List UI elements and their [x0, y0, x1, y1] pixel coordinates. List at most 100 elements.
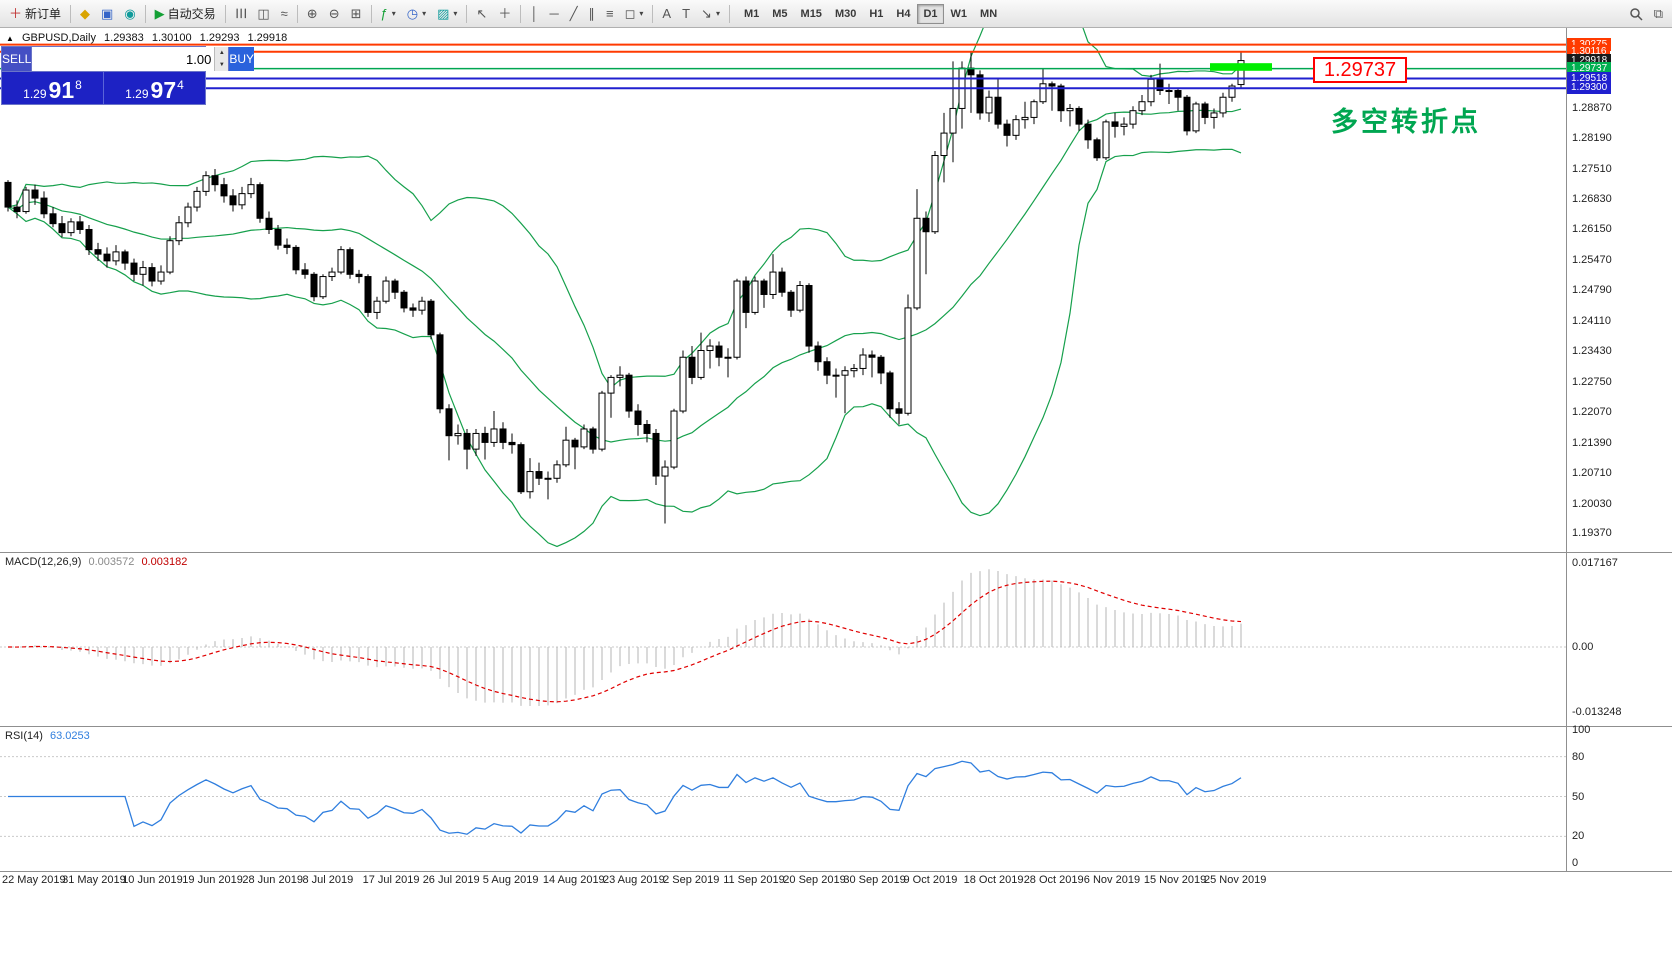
timeframe-m30-button[interactable]: M30 — [829, 4, 862, 24]
candlestick-chart-button[interactable]: ◫ — [252, 3, 274, 25]
bid-sup: 8 — [75, 78, 82, 92]
cursor-icon: ↖ — [476, 6, 488, 21]
trendline-button[interactable]: ╱ — [565, 3, 583, 25]
chevron-down-icon: ▾ — [422, 9, 427, 18]
windows-button[interactable]: ⧉ — [1649, 3, 1668, 25]
vertical-line-icon: │ — [530, 6, 539, 21]
toolbar-separator — [370, 4, 372, 23]
timeframe-h1-button[interactable]: H1 — [863, 4, 889, 24]
indicators-button[interactable]: ƒ ▾ — [376, 3, 401, 25]
shapes-button[interactable]: ◻ ▾ — [620, 3, 649, 25]
close-value: 1.29918 — [247, 32, 288, 44]
rsi-value: 63.0253 — [49, 730, 90, 742]
macd-panel[interactable] — [0, 552, 1566, 726]
zoom-out-button[interactable]: ⊖ — [324, 3, 345, 25]
price-axis[interactable] — [1566, 28, 1672, 871]
buy-button[interactable]: BUY — [228, 47, 255, 71]
zoom-in-button[interactable]: ⊕ — [302, 3, 323, 25]
periods-clock-icon: ◷ — [406, 6, 419, 21]
line-chart-button[interactable]: ≈ — [276, 3, 293, 25]
search-button[interactable] — [1624, 3, 1648, 25]
bar-chart-button[interactable]: ☰ — [230, 3, 252, 25]
folder-icon: ◆ — [80, 6, 91, 21]
text-button[interactable]: A — [657, 3, 676, 25]
price-chart[interactable] — [0, 28, 1566, 552]
time-axis-border — [0, 871, 1672, 872]
volume-input[interactable] — [32, 47, 215, 71]
new-order-button[interactable]: ＋ 新订单 — [4, 3, 66, 25]
one-click-trading-panel: SELL ▲ ▼ BUY 1.29 91 8 1.29 97 4 — [1, 46, 255, 105]
tile-windows-button[interactable]: ⊞ — [346, 3, 367, 25]
text-label-icon: T — [682, 6, 691, 21]
vertical-line-button[interactable]: │ — [525, 3, 543, 25]
trendline-icon: ╱ — [569, 6, 578, 21]
bid-price[interactable]: 1.29 91 8 — [2, 72, 103, 104]
panel-separator[interactable] — [0, 726, 1672, 727]
fibonacci-button[interactable]: ≡ — [601, 3, 619, 25]
macd-signal-value: 0.003182 — [141, 556, 188, 568]
timeframe-mn-button[interactable]: MN — [974, 4, 1003, 24]
rsi-panel[interactable] — [0, 726, 1566, 871]
timeframe-w1-button[interactable]: W1 — [945, 4, 974, 24]
crosshair-button[interactable]: ＋ — [493, 3, 516, 25]
horizontal-line-button[interactable]: ─ — [544, 3, 563, 25]
ask-small: 1.29 — [125, 86, 149, 101]
zoom-out-icon: ⊖ — [328, 6, 340, 21]
low-value: 1.29293 — [199, 32, 240, 44]
search-icon — [1629, 7, 1643, 21]
channel-icon: ∥ — [588, 6, 596, 21]
chevron-down-icon: ▾ — [639, 9, 644, 18]
symbol-ohlc-line: ▲ GBPUSD,Daily 1.29383 1.30100 1.29293 1… — [6, 32, 292, 44]
channel-button[interactable]: ∥ — [584, 3, 601, 25]
folder-button[interactable]: ◆ — [75, 3, 95, 25]
autotrading-label: 自动交易 — [167, 7, 216, 21]
bid-big: 91 — [48, 77, 75, 104]
arrows-button[interactable]: ↘ ▾ — [696, 3, 725, 25]
ask-sup: 4 — [177, 78, 184, 92]
high-value: 1.30100 — [151, 32, 192, 44]
indicators-icon: ƒ — [380, 6, 388, 21]
templates-icon: ▨ — [437, 6, 450, 21]
chevron-down-icon: ▾ — [715, 9, 720, 18]
volume-spin-down[interactable]: ▼ — [215, 59, 229, 71]
sell-button[interactable]: SELL — [2, 47, 33, 71]
templates-button[interactable]: ▨ ▾ — [432, 3, 462, 25]
time-axis[interactable] — [0, 871, 1566, 897]
macd-name: MACD(12,26,9) — [5, 556, 82, 568]
profiles-button[interactable]: ▣ — [96, 3, 118, 25]
text-icon: A — [662, 6, 672, 21]
timeframe-m1-button[interactable]: M1 — [738, 4, 765, 24]
crosshair-icon: ＋ — [498, 6, 512, 21]
text-label-button[interactable]: T — [677, 3, 695, 25]
main-toolbar: ＋ 新订单 ◆ ▣ ◉ ▶ 自动交易 ☰ ◫ ≈ ⊕ ⊖ ⊞ ƒ — [0, 0, 1672, 28]
horizontal-line-icon: ─ — [549, 6, 559, 21]
trend-note-text[interactable]: 多空转折点 — [1331, 107, 1481, 137]
autotrading-button[interactable]: ▶ 自动交易 — [150, 3, 221, 25]
timeframe-h4-button[interactable]: H4 — [890, 4, 916, 24]
profiles-icon: ▣ — [101, 6, 114, 21]
price-annotation-box[interactable]: 1.29737 — [1313, 57, 1407, 83]
market-watch-button[interactable]: ◉ — [119, 3, 140, 25]
toolbar-separator — [70, 4, 72, 23]
toolbar-separator — [728, 4, 730, 23]
toolbar-separator — [224, 4, 226, 23]
volume-spin-up[interactable]: ▲ — [215, 47, 229, 59]
shapes-icon: ◻ — [624, 6, 636, 21]
market-watch-icon: ◉ — [124, 6, 136, 21]
new-order-icon: ＋ — [9, 6, 23, 21]
ask-price[interactable]: 1.29 97 4 — [103, 72, 205, 104]
candlestick-chart-icon: ◫ — [257, 6, 270, 21]
new-order-label: 新订单 — [25, 7, 62, 21]
timeframe-m15-button[interactable]: M15 — [795, 4, 828, 24]
panel-separator[interactable] — [0, 552, 1672, 553]
timeframe-m5-button[interactable]: M5 — [766, 4, 793, 24]
toolbar-separator — [520, 4, 522, 23]
cursor-button[interactable]: ↖ — [471, 3, 492, 25]
tile-windows-icon: ⊞ — [350, 6, 362, 21]
timeframe-d1-button[interactable]: D1 — [917, 3, 944, 24]
macd-main-value: 0.003572 — [88, 556, 135, 568]
windows-icon: ⧉ — [1653, 6, 1663, 21]
periods-button[interactable]: ◷ ▾ — [402, 3, 431, 25]
symbol-name: GBPUSD,Daily — [21, 32, 96, 44]
